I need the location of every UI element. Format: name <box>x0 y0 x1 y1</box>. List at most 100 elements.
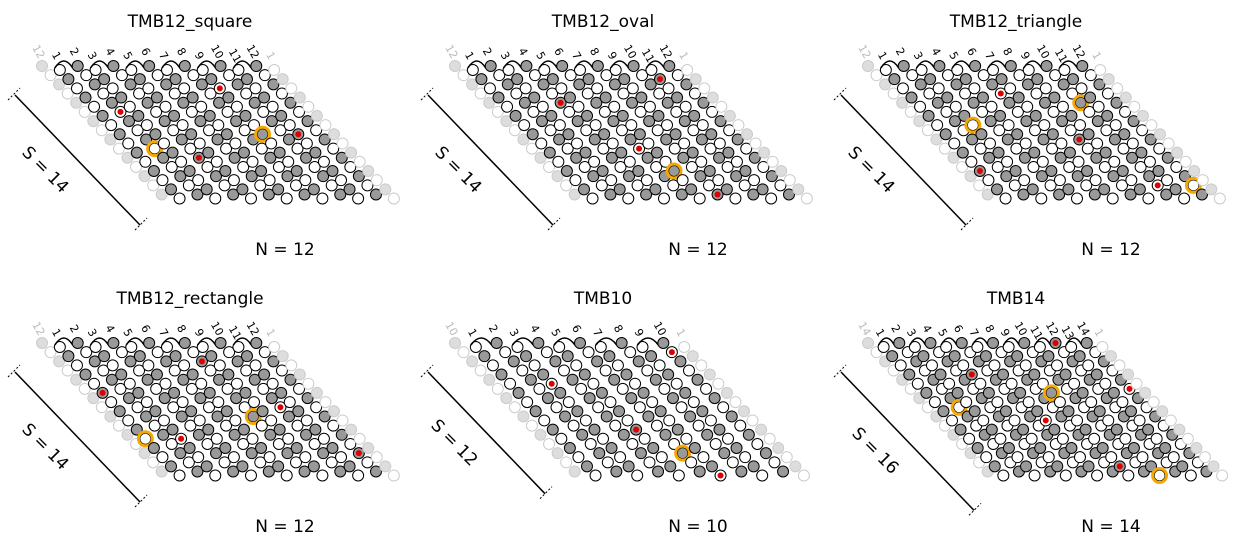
strand-label: 4 <box>920 322 935 335</box>
residue <box>186 406 197 417</box>
residue <box>675 356 686 367</box>
strand-label: 4 <box>928 45 943 58</box>
residue <box>131 147 142 158</box>
residue <box>966 156 977 167</box>
residue <box>1120 92 1131 103</box>
strand-label: 12 <box>29 319 47 338</box>
residue <box>245 470 256 481</box>
residue <box>223 92 234 103</box>
strand-label: 9 <box>1018 49 1033 62</box>
residue <box>276 110 287 121</box>
residue <box>204 110 215 121</box>
strand-label: 1 <box>462 49 477 62</box>
residue <box>277 351 288 362</box>
strand-label: 10 <box>651 319 669 338</box>
residue <box>215 338 226 349</box>
residue <box>363 442 374 453</box>
highlight <box>633 427 639 433</box>
strand-label: 1 <box>673 326 688 339</box>
residue <box>623 461 634 472</box>
residue <box>977 92 988 103</box>
residue <box>539 415 550 426</box>
residue <box>1051 360 1062 371</box>
residue <box>177 120 188 131</box>
residue <box>988 338 999 349</box>
residue <box>286 360 297 371</box>
residue <box>1146 120 1157 131</box>
residue <box>214 360 225 371</box>
residue <box>491 338 502 349</box>
residue <box>639 433 650 444</box>
residue <box>179 338 190 349</box>
residue <box>894 338 905 349</box>
residue <box>1206 184 1217 195</box>
residue <box>621 369 632 380</box>
highlight <box>117 109 123 115</box>
residue <box>589 156 600 167</box>
residue <box>895 360 906 371</box>
strand-label: 9 <box>192 326 207 339</box>
residue <box>337 415 348 426</box>
strand-label: 10 <box>442 319 460 338</box>
residue <box>143 83 154 94</box>
residue <box>170 351 181 362</box>
residue <box>240 110 251 121</box>
residue <box>99 74 110 85</box>
residue <box>353 193 364 204</box>
strand-label: 12 <box>1070 42 1088 61</box>
residue <box>237 461 248 472</box>
strand-label: 13 <box>1058 323 1076 342</box>
residue <box>599 129 610 140</box>
residue <box>241 74 252 85</box>
strand-label: 1 <box>263 49 278 62</box>
residue <box>450 338 461 349</box>
highlight <box>178 436 184 442</box>
residue <box>576 383 587 394</box>
residue <box>317 470 328 481</box>
residue <box>773 442 784 453</box>
residue <box>766 193 777 204</box>
residue <box>1111 424 1122 435</box>
residue <box>534 383 545 394</box>
residue <box>897 83 908 94</box>
strand-label: 11 <box>639 46 657 65</box>
residue <box>1046 165 1057 176</box>
residue <box>730 193 741 204</box>
residue <box>1137 110 1148 121</box>
residue <box>140 433 151 444</box>
residue <box>655 406 666 417</box>
residue <box>704 165 715 176</box>
residue <box>663 83 674 94</box>
residue <box>739 406 750 417</box>
residue <box>1097 342 1108 353</box>
residue <box>658 338 669 349</box>
residue <box>680 387 691 398</box>
residue <box>690 74 701 85</box>
strand-label: 5 <box>533 49 548 62</box>
residue <box>721 184 732 195</box>
highlight <box>1053 340 1059 346</box>
residue <box>740 165 751 176</box>
residue <box>310 147 321 158</box>
residue <box>561 165 572 176</box>
strand-label: 6 <box>964 45 979 58</box>
strand-label: 7 <box>982 49 997 62</box>
residue <box>354 433 365 444</box>
residue <box>1126 175 1137 186</box>
strand-label: 1 <box>875 49 890 62</box>
residue <box>1029 369 1040 380</box>
strand-label: 2 <box>67 45 82 58</box>
residue <box>688 397 699 408</box>
residue <box>533 338 544 349</box>
strand-label: 8 <box>174 322 189 335</box>
residue <box>1129 101 1140 112</box>
residue <box>1043 452 1054 463</box>
strand-label: 7 <box>569 49 584 62</box>
residue <box>320 397 331 408</box>
residue <box>1086 397 1097 408</box>
strand-label: 4 <box>102 45 117 58</box>
residue <box>186 129 197 140</box>
residue <box>1162 175 1173 186</box>
residue <box>784 175 795 186</box>
highlight <box>718 473 724 479</box>
